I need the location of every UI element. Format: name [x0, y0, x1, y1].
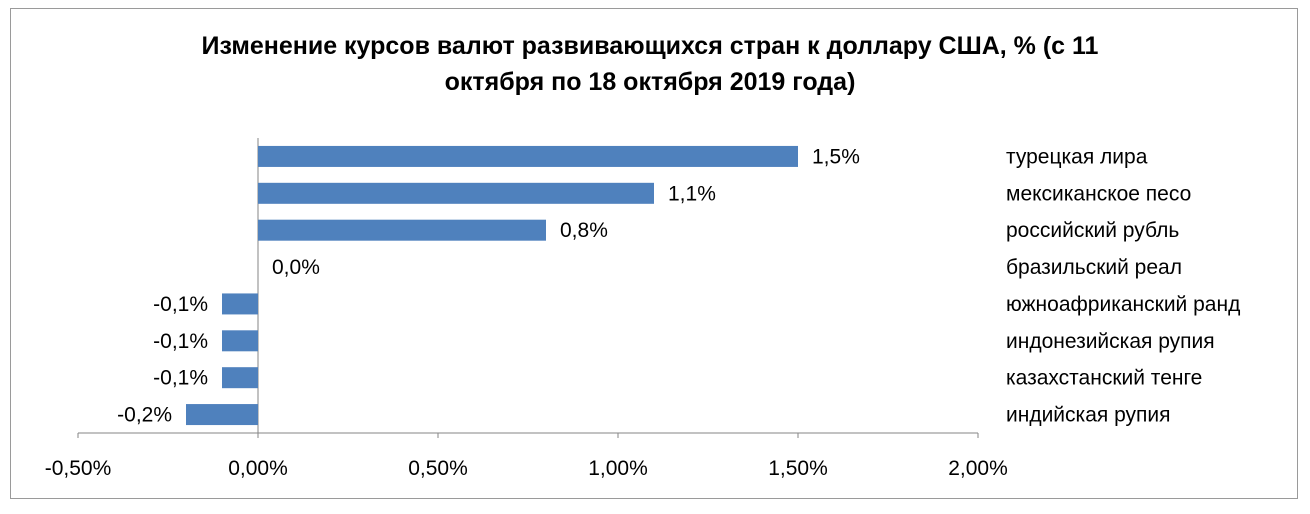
category-label: турецкая лира [1006, 145, 1148, 168]
category-label: южноафриканский ранд [1006, 293, 1240, 316]
bar [222, 367, 258, 389]
bar [258, 145, 798, 167]
category-label: мексиканское песо [1006, 182, 1191, 205]
category-label: бразильский реал [1006, 256, 1182, 279]
x-tick-label: 0,00% [228, 457, 288, 480]
data-label: 0,8% [560, 219, 608, 242]
category-label: казахстанский тенге [1006, 367, 1202, 390]
data-label: -0,1% [153, 293, 208, 316]
bar [222, 330, 258, 352]
category-label: российский рубль [1006, 219, 1179, 242]
x-tick-label: 2,00% [948, 457, 1008, 480]
x-tick-label: -0,50% [45, 457, 112, 480]
bar [186, 404, 258, 426]
bar [258, 219, 546, 241]
category-label: индийская рупия [1006, 404, 1171, 427]
data-label: -0,1% [153, 367, 208, 390]
data-label: 1,1% [668, 182, 716, 205]
bar [258, 182, 654, 204]
data-label: 0,0% [272, 256, 320, 279]
x-tick-label: 0,50% [408, 457, 468, 480]
chart-title: Изменение курсов валют развивающихся стр… [201, 32, 1099, 96]
data-label: -0,1% [153, 330, 208, 353]
data-label: -0,2% [117, 404, 172, 427]
category-label: индонезийская рупия [1006, 330, 1215, 353]
x-tick-label: 1,00% [588, 457, 648, 480]
data-label: 1,5% [812, 145, 860, 168]
bar [222, 293, 258, 315]
x-tick-label: 1,50% [768, 457, 828, 480]
